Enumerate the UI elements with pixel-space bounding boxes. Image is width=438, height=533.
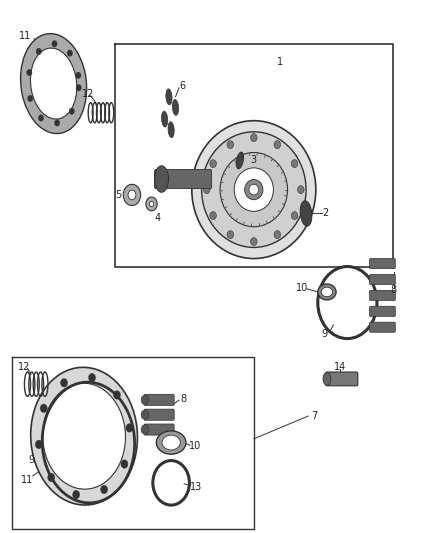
Circle shape [40, 404, 47, 413]
Circle shape [27, 69, 32, 76]
Circle shape [149, 201, 154, 207]
Circle shape [88, 374, 95, 382]
Ellipse shape [173, 100, 179, 115]
Ellipse shape [234, 168, 273, 212]
Text: 12: 12 [82, 89, 95, 99]
Circle shape [76, 72, 81, 78]
Ellipse shape [155, 166, 169, 192]
Text: 8: 8 [180, 394, 187, 404]
Ellipse shape [141, 395, 149, 405]
Text: 13: 13 [190, 481, 202, 491]
Circle shape [76, 85, 81, 91]
Ellipse shape [201, 132, 306, 247]
Circle shape [210, 212, 216, 220]
Circle shape [291, 160, 298, 167]
Circle shape [113, 391, 120, 399]
Circle shape [35, 440, 42, 449]
Ellipse shape [249, 184, 258, 195]
Circle shape [204, 185, 210, 193]
Circle shape [28, 95, 33, 102]
Ellipse shape [166, 89, 172, 105]
Ellipse shape [321, 287, 332, 297]
Text: 5: 5 [115, 190, 121, 200]
Circle shape [274, 141, 281, 149]
FancyBboxPatch shape [155, 169, 212, 189]
Text: 7: 7 [311, 411, 317, 421]
Ellipse shape [42, 383, 125, 489]
Circle shape [54, 120, 60, 126]
Text: 6: 6 [179, 81, 185, 91]
FancyBboxPatch shape [144, 409, 174, 420]
Text: 11: 11 [19, 31, 32, 41]
Circle shape [227, 141, 233, 149]
Circle shape [274, 231, 281, 239]
Ellipse shape [162, 435, 180, 450]
Circle shape [48, 473, 55, 482]
Circle shape [297, 185, 304, 193]
Text: 1: 1 [277, 58, 283, 67]
FancyBboxPatch shape [370, 274, 395, 285]
Text: 12: 12 [18, 362, 30, 372]
Ellipse shape [162, 111, 168, 127]
Ellipse shape [220, 152, 288, 227]
Circle shape [101, 486, 108, 494]
Circle shape [36, 48, 41, 54]
Ellipse shape [245, 180, 263, 200]
Circle shape [251, 238, 257, 246]
Text: 4: 4 [155, 213, 161, 223]
Circle shape [291, 212, 298, 220]
Ellipse shape [21, 34, 87, 134]
Ellipse shape [300, 201, 312, 226]
FancyBboxPatch shape [370, 322, 395, 332]
Circle shape [210, 160, 216, 167]
Circle shape [60, 378, 67, 387]
Circle shape [73, 490, 80, 499]
Ellipse shape [156, 431, 186, 454]
Circle shape [146, 197, 157, 211]
Ellipse shape [168, 122, 174, 138]
Circle shape [69, 108, 74, 115]
Ellipse shape [192, 120, 316, 259]
Circle shape [227, 231, 233, 239]
FancyBboxPatch shape [325, 372, 358, 386]
Circle shape [123, 184, 141, 206]
FancyBboxPatch shape [144, 394, 174, 406]
Circle shape [128, 190, 136, 200]
Text: 8: 8 [390, 285, 396, 295]
Circle shape [52, 41, 57, 47]
Circle shape [251, 134, 257, 142]
Text: 14: 14 [334, 362, 346, 372]
Ellipse shape [236, 152, 244, 169]
Text: 11: 11 [21, 475, 34, 484]
Text: 2: 2 [322, 208, 329, 219]
Ellipse shape [141, 410, 149, 419]
Circle shape [39, 115, 44, 121]
Ellipse shape [323, 373, 331, 385]
FancyBboxPatch shape [144, 424, 174, 435]
Text: 10: 10 [189, 441, 201, 451]
Text: 10: 10 [296, 282, 308, 293]
Ellipse shape [31, 48, 77, 119]
Ellipse shape [318, 284, 336, 300]
FancyBboxPatch shape [370, 259, 395, 269]
Text: 3: 3 [251, 156, 257, 165]
Circle shape [121, 460, 128, 469]
FancyBboxPatch shape [370, 306, 395, 317]
Text: 9: 9 [28, 455, 34, 465]
Ellipse shape [31, 367, 138, 505]
Ellipse shape [141, 425, 149, 434]
Circle shape [67, 50, 72, 56]
FancyBboxPatch shape [370, 290, 395, 301]
Circle shape [126, 424, 133, 432]
Text: 9: 9 [321, 329, 327, 340]
